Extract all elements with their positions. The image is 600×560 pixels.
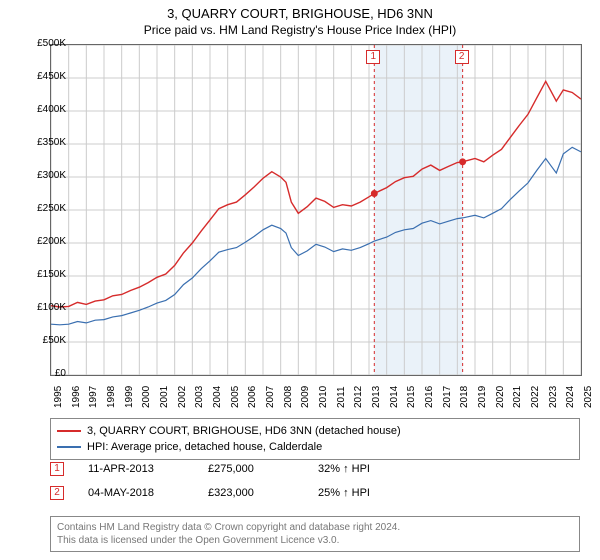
footnote-line1: Contains HM Land Registry data © Crown c… <box>57 521 573 534</box>
x-tick-label: 2017 <box>442 386 453 408</box>
sale-price-1: £275,000 <box>208 463 318 475</box>
x-tick-label: 2015 <box>406 386 417 408</box>
sale-marker-1: 1 <box>50 462 64 476</box>
event-marker-1: 1 <box>366 50 380 64</box>
y-tick-label: £400K <box>16 104 66 115</box>
chart-svg <box>51 45 581 375</box>
x-tick-label: 1996 <box>71 386 82 408</box>
y-tick-label: £250K <box>16 203 66 214</box>
x-tick-label: 2013 <box>371 386 382 408</box>
x-tick-label: 2019 <box>477 386 488 408</box>
sale-pct-2: 25% ↑ HPI <box>318 487 418 499</box>
x-tick-label: 1998 <box>106 386 117 408</box>
x-tick-label: 2022 <box>530 386 541 408</box>
x-tick-label: 2023 <box>548 386 559 408</box>
x-tick-label: 2002 <box>177 386 188 408</box>
x-tick-label: 2001 <box>159 386 170 408</box>
x-tick-label: 2007 <box>265 386 276 408</box>
x-tick-label: 2012 <box>353 386 364 408</box>
plot-area <box>50 44 582 376</box>
legend-row-property: 3, QUARRY COURT, BRIGHOUSE, HD6 3NN (det… <box>57 423 573 439</box>
x-tick-label: 2020 <box>495 386 506 408</box>
x-tick-label: 2004 <box>212 386 223 408</box>
y-tick-label: £0 <box>16 368 66 379</box>
x-tick-label: 2011 <box>336 386 347 408</box>
x-tick-label: 2000 <box>141 386 152 408</box>
sale-price-2: £323,000 <box>208 487 318 499</box>
x-tick-label: 2018 <box>459 386 470 408</box>
y-tick-label: £100K <box>16 302 66 313</box>
y-tick-label: £350K <box>16 137 66 148</box>
legend: 3, QUARRY COURT, BRIGHOUSE, HD6 3NN (det… <box>50 418 580 460</box>
sale-marker-2: 2 <box>50 486 64 500</box>
x-tick-label: 2014 <box>389 386 400 408</box>
footnote-line2: This data is licensed under the Open Gov… <box>57 534 573 547</box>
y-tick-label: £300K <box>16 170 66 181</box>
x-tick-label: 2024 <box>565 386 576 408</box>
legend-label-hpi: HPI: Average price, detached house, Cald… <box>87 441 322 453</box>
sale-date-1: 11-APR-2013 <box>88 463 208 475</box>
sale-row-2: 2 04-MAY-2018 £323,000 25% ↑ HPI <box>50 486 580 500</box>
event-marker-2: 2 <box>455 50 469 64</box>
x-tick-label: 2008 <box>283 386 294 408</box>
x-tick-label: 1997 <box>88 386 99 408</box>
y-tick-label: £450K <box>16 71 66 82</box>
x-tick-label: 1995 <box>53 386 64 408</box>
legend-swatch-hpi <box>57 446 81 448</box>
x-tick-label: 2010 <box>318 386 329 408</box>
footnote: Contains HM Land Registry data © Crown c… <box>50 516 580 552</box>
sale-date-2: 04-MAY-2018 <box>88 487 208 499</box>
y-tick-label: £50K <box>16 335 66 346</box>
x-tick-label: 2009 <box>300 386 311 408</box>
chart-title: 3, QUARRY COURT, BRIGHOUSE, HD6 3NN <box>0 0 600 21</box>
x-tick-label: 2016 <box>424 386 435 408</box>
x-tick-label: 1999 <box>124 386 135 408</box>
sale-pct-1: 32% ↑ HPI <box>318 463 418 475</box>
legend-swatch-property <box>57 430 81 432</box>
y-tick-label: £200K <box>16 236 66 247</box>
sale-row-1: 1 11-APR-2013 £275,000 32% ↑ HPI <box>50 462 580 476</box>
y-tick-label: £500K <box>16 38 66 49</box>
x-tick-label: 2006 <box>247 386 258 408</box>
x-tick-label: 2005 <box>230 386 241 408</box>
legend-row-hpi: HPI: Average price, detached house, Cald… <box>57 439 573 455</box>
x-tick-label: 2021 <box>512 386 523 408</box>
x-tick-label: 2025 <box>583 386 594 408</box>
legend-label-property: 3, QUARRY COURT, BRIGHOUSE, HD6 3NN (det… <box>87 425 401 437</box>
chart-container: 3, QUARRY COURT, BRIGHOUSE, HD6 3NN Pric… <box>0 0 600 560</box>
y-tick-label: £150K <box>16 269 66 280</box>
chart-subtitle: Price paid vs. HM Land Registry's House … <box>0 21 600 41</box>
x-tick-label: 2003 <box>194 386 205 408</box>
